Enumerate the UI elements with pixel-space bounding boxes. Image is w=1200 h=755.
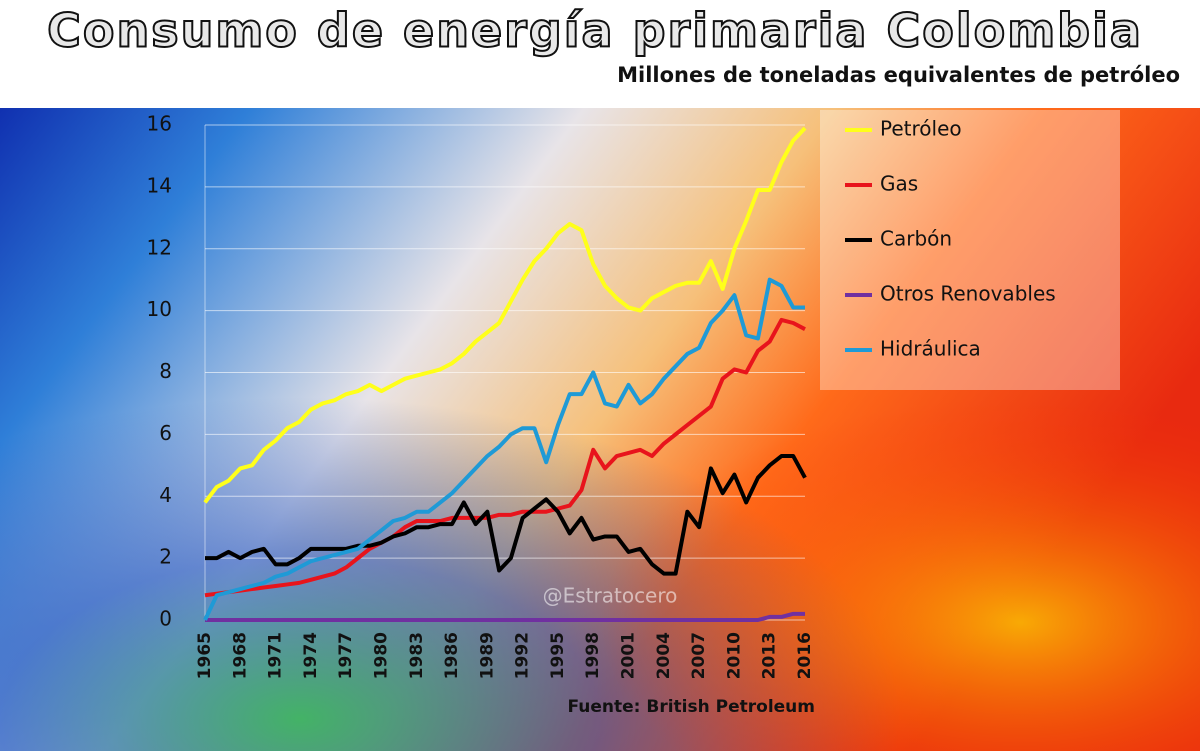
legend-label: Hidráulica — [880, 337, 981, 361]
x-tick-label: 2013 — [760, 632, 780, 679]
header-band — [0, 0, 1200, 108]
x-tick-label: 2001 — [619, 632, 639, 679]
x-tick-label: 1995 — [548, 632, 568, 679]
chart-title: Consumo de energía primaria Colombia — [47, 4, 1143, 58]
series-line — [205, 611, 805, 622]
x-tick-label: 1974 — [301, 632, 321, 679]
watermark: @Estratocero — [543, 584, 678, 608]
series-line — [203, 126, 807, 504]
x-tick-label: 1980 — [371, 632, 391, 679]
x-tick-label: 2010 — [724, 632, 744, 679]
legend-label: Gas — [880, 172, 918, 196]
x-tick-label: 1968 — [230, 632, 250, 679]
series-line — [205, 454, 807, 576]
chart-subtitle: Millones de toneladas equivalentes de pe… — [617, 63, 1180, 87]
y-tick-label: 14 — [147, 173, 172, 197]
y-tick-label: 6 — [159, 421, 172, 445]
y-tick-label: 12 — [147, 235, 172, 259]
x-tick-label: 1986 — [442, 632, 462, 679]
y-tick-label: 16 — [147, 112, 172, 136]
y-tick-label: 4 — [159, 483, 172, 507]
legend-label: Petróleo — [880, 117, 962, 141]
x-tick-label: 2004 — [654, 632, 674, 679]
x-tick-label: 1998 — [583, 632, 603, 679]
x-tick-label: 1977 — [336, 632, 356, 679]
legend-label: Carbón — [880, 227, 952, 251]
x-tick-label: 2016 — [795, 632, 815, 679]
legend-box — [820, 110, 1120, 390]
y-tick-label: 10 — [147, 297, 172, 321]
series-line — [204, 317, 806, 598]
y-tick-label: 2 — [159, 545, 172, 569]
series-line — [203, 277, 805, 621]
background-swirl — [0, 108, 1200, 751]
x-tick-label: 1965 — [195, 632, 215, 679]
source-note: Fuente: British Petroleum — [568, 697, 816, 717]
y-tick-label: 0 — [159, 607, 172, 631]
y-tick-label: 8 — [159, 359, 172, 383]
legend-label: Otros Renovables — [880, 282, 1056, 306]
x-tick-label: 1989 — [477, 632, 497, 679]
x-tick-label: 1971 — [266, 632, 286, 679]
x-tick-label: 2007 — [689, 632, 709, 679]
x-tick-label: 1992 — [513, 632, 533, 679]
x-tick-label: 1983 — [407, 632, 427, 679]
